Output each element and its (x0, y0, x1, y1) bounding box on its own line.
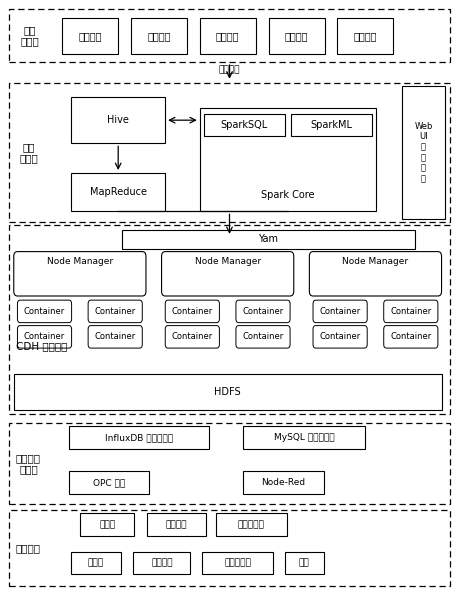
Text: Container: Container (172, 332, 213, 342)
Text: MySQL 关系数据库: MySQL 关系数据库 (274, 433, 335, 442)
FancyBboxPatch shape (71, 173, 165, 211)
Text: Node Manager: Node Manager (47, 257, 113, 266)
FancyBboxPatch shape (313, 300, 367, 323)
FancyBboxPatch shape (243, 426, 365, 449)
Text: Container: Container (319, 332, 361, 342)
FancyBboxPatch shape (236, 326, 290, 348)
FancyBboxPatch shape (204, 114, 285, 136)
Text: 泵站: 泵站 (299, 558, 309, 568)
Text: 数据采集
存储层: 数据采集 存储层 (16, 453, 41, 474)
FancyBboxPatch shape (9, 83, 450, 222)
Text: 网络基站: 网络基站 (166, 520, 187, 529)
FancyBboxPatch shape (402, 86, 445, 219)
Text: 数据
挖掘层: 数据 挖掘层 (19, 142, 38, 163)
Text: Node Manager: Node Manager (195, 257, 261, 266)
FancyBboxPatch shape (9, 423, 450, 504)
FancyBboxPatch shape (88, 300, 142, 323)
Text: 模型构建: 模型构建 (78, 31, 102, 41)
FancyBboxPatch shape (131, 18, 187, 54)
Text: 采煤机: 采煤机 (88, 558, 104, 568)
Text: 数据管理: 数据管理 (285, 31, 308, 41)
Text: Spark Core: Spark Core (261, 190, 315, 200)
Text: Container: Container (319, 307, 361, 316)
FancyBboxPatch shape (9, 9, 450, 62)
Text: Container: Container (95, 332, 136, 342)
Text: 刮板输送机: 刮板输送机 (224, 558, 251, 568)
FancyBboxPatch shape (200, 108, 376, 211)
Text: 数据源层: 数据源层 (16, 543, 41, 553)
Text: HDFS: HDFS (214, 387, 241, 397)
Text: MapReduce: MapReduce (90, 187, 147, 197)
FancyBboxPatch shape (162, 252, 294, 296)
Text: CDH 管理工具: CDH 管理工具 (16, 342, 67, 351)
Text: Web
UI
管
理
界
面: Web UI 管 理 界 面 (414, 122, 433, 183)
Text: InfluxDB 时序数据库: InfluxDB 时序数据库 (105, 433, 173, 442)
FancyBboxPatch shape (384, 300, 438, 323)
Text: 服务器集群: 服务器集群 (238, 520, 265, 529)
Text: 前端
应用层: 前端 应用层 (21, 25, 39, 46)
FancyBboxPatch shape (337, 18, 393, 54)
FancyBboxPatch shape (269, 18, 325, 54)
FancyBboxPatch shape (200, 18, 256, 54)
Text: 数据计算: 数据计算 (216, 31, 240, 41)
FancyBboxPatch shape (309, 252, 442, 296)
FancyBboxPatch shape (14, 252, 146, 296)
Text: Yam: Yam (258, 234, 279, 244)
FancyBboxPatch shape (236, 300, 290, 323)
Text: 模型嵌入: 模型嵌入 (147, 31, 171, 41)
Text: 液压支架: 液压支架 (151, 558, 173, 568)
FancyBboxPatch shape (17, 326, 72, 348)
Text: Container: Container (24, 332, 65, 342)
FancyBboxPatch shape (216, 513, 287, 536)
Text: Node-Red: Node-Red (261, 478, 306, 487)
FancyBboxPatch shape (71, 97, 165, 143)
FancyBboxPatch shape (243, 471, 324, 494)
FancyBboxPatch shape (71, 552, 121, 574)
FancyBboxPatch shape (384, 326, 438, 348)
Text: Container: Container (390, 332, 431, 342)
Text: 发布任务: 发布任务 (219, 65, 240, 74)
Text: OPC 网关: OPC 网关 (93, 478, 125, 487)
Text: Container: Container (242, 307, 284, 316)
FancyBboxPatch shape (9, 225, 450, 414)
FancyBboxPatch shape (285, 552, 324, 574)
Text: 生产管控: 生产管控 (353, 31, 377, 41)
Text: Container: Container (24, 307, 65, 316)
FancyBboxPatch shape (291, 114, 372, 136)
FancyBboxPatch shape (133, 552, 190, 574)
FancyBboxPatch shape (147, 513, 206, 536)
FancyBboxPatch shape (88, 326, 142, 348)
FancyBboxPatch shape (165, 326, 219, 348)
Text: Container: Container (172, 307, 213, 316)
Text: Hive: Hive (107, 115, 129, 125)
FancyBboxPatch shape (313, 326, 367, 348)
Text: SparkML: SparkML (311, 120, 353, 130)
Text: Container: Container (390, 307, 431, 316)
FancyBboxPatch shape (14, 374, 442, 410)
Text: Container: Container (242, 332, 284, 342)
FancyBboxPatch shape (9, 510, 450, 586)
FancyBboxPatch shape (122, 230, 415, 249)
FancyBboxPatch shape (69, 471, 149, 494)
Text: 传感器: 传感器 (99, 520, 116, 529)
Text: Node Manager: Node Manager (342, 257, 409, 266)
FancyBboxPatch shape (69, 426, 209, 449)
Text: Container: Container (95, 307, 136, 316)
FancyBboxPatch shape (80, 513, 134, 536)
FancyBboxPatch shape (62, 18, 118, 54)
FancyBboxPatch shape (202, 552, 273, 574)
FancyBboxPatch shape (17, 300, 72, 323)
FancyBboxPatch shape (165, 300, 219, 323)
Text: SparkSQL: SparkSQL (221, 120, 268, 130)
